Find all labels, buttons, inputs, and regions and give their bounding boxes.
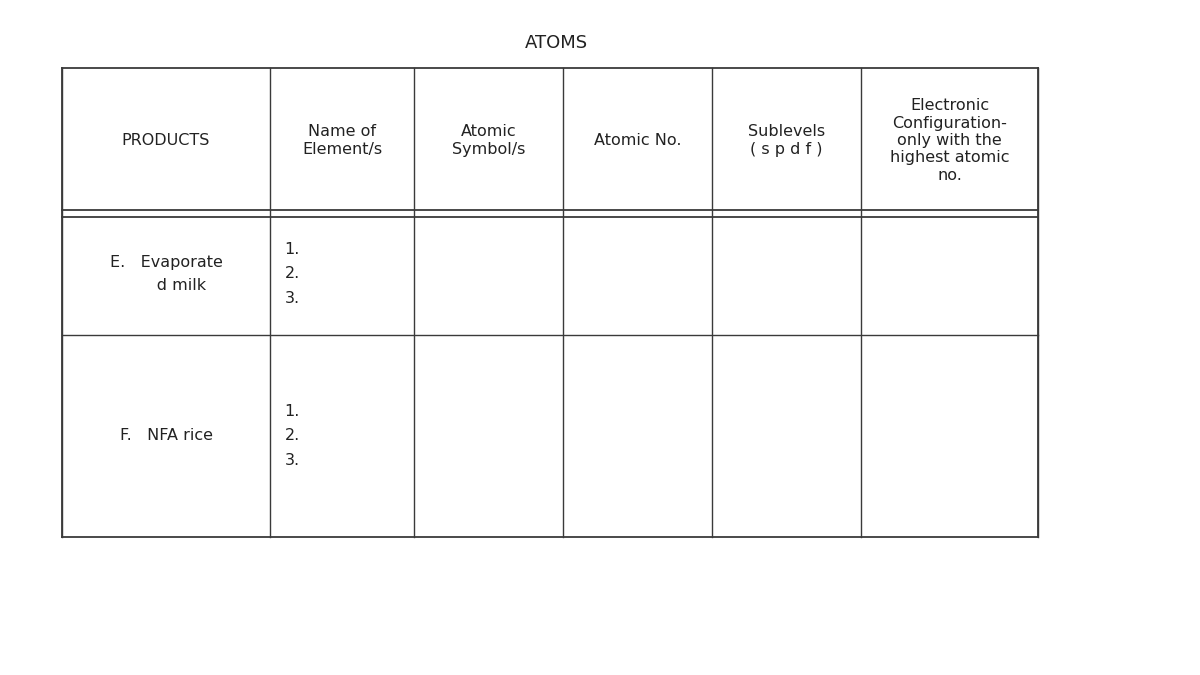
- Text: 1.
2.
3.: 1. 2. 3.: [284, 242, 300, 306]
- Text: Atomic No.: Atomic No.: [594, 133, 682, 148]
- Text: PRODUCTS: PRODUCTS: [122, 133, 210, 148]
- Text: Atomic
Symbol/s: Atomic Symbol/s: [452, 124, 526, 157]
- Text: 1.
2.
3.: 1. 2. 3.: [284, 404, 300, 468]
- Text: F.   NFA rice: F. NFA rice: [120, 429, 212, 443]
- Text: Electronic
Configuration-
only with the
highest atomic
no.: Electronic Configuration- only with the …: [889, 98, 1009, 183]
- Text: E.   Evaporate
      d milk: E. Evaporate d milk: [109, 255, 222, 292]
- Text: Sublevels
( s p d f ): Sublevels ( s p d f ): [748, 124, 826, 157]
- Text: ATOMS: ATOMS: [524, 34, 588, 52]
- Text: Name of
Element/s: Name of Element/s: [302, 124, 382, 157]
